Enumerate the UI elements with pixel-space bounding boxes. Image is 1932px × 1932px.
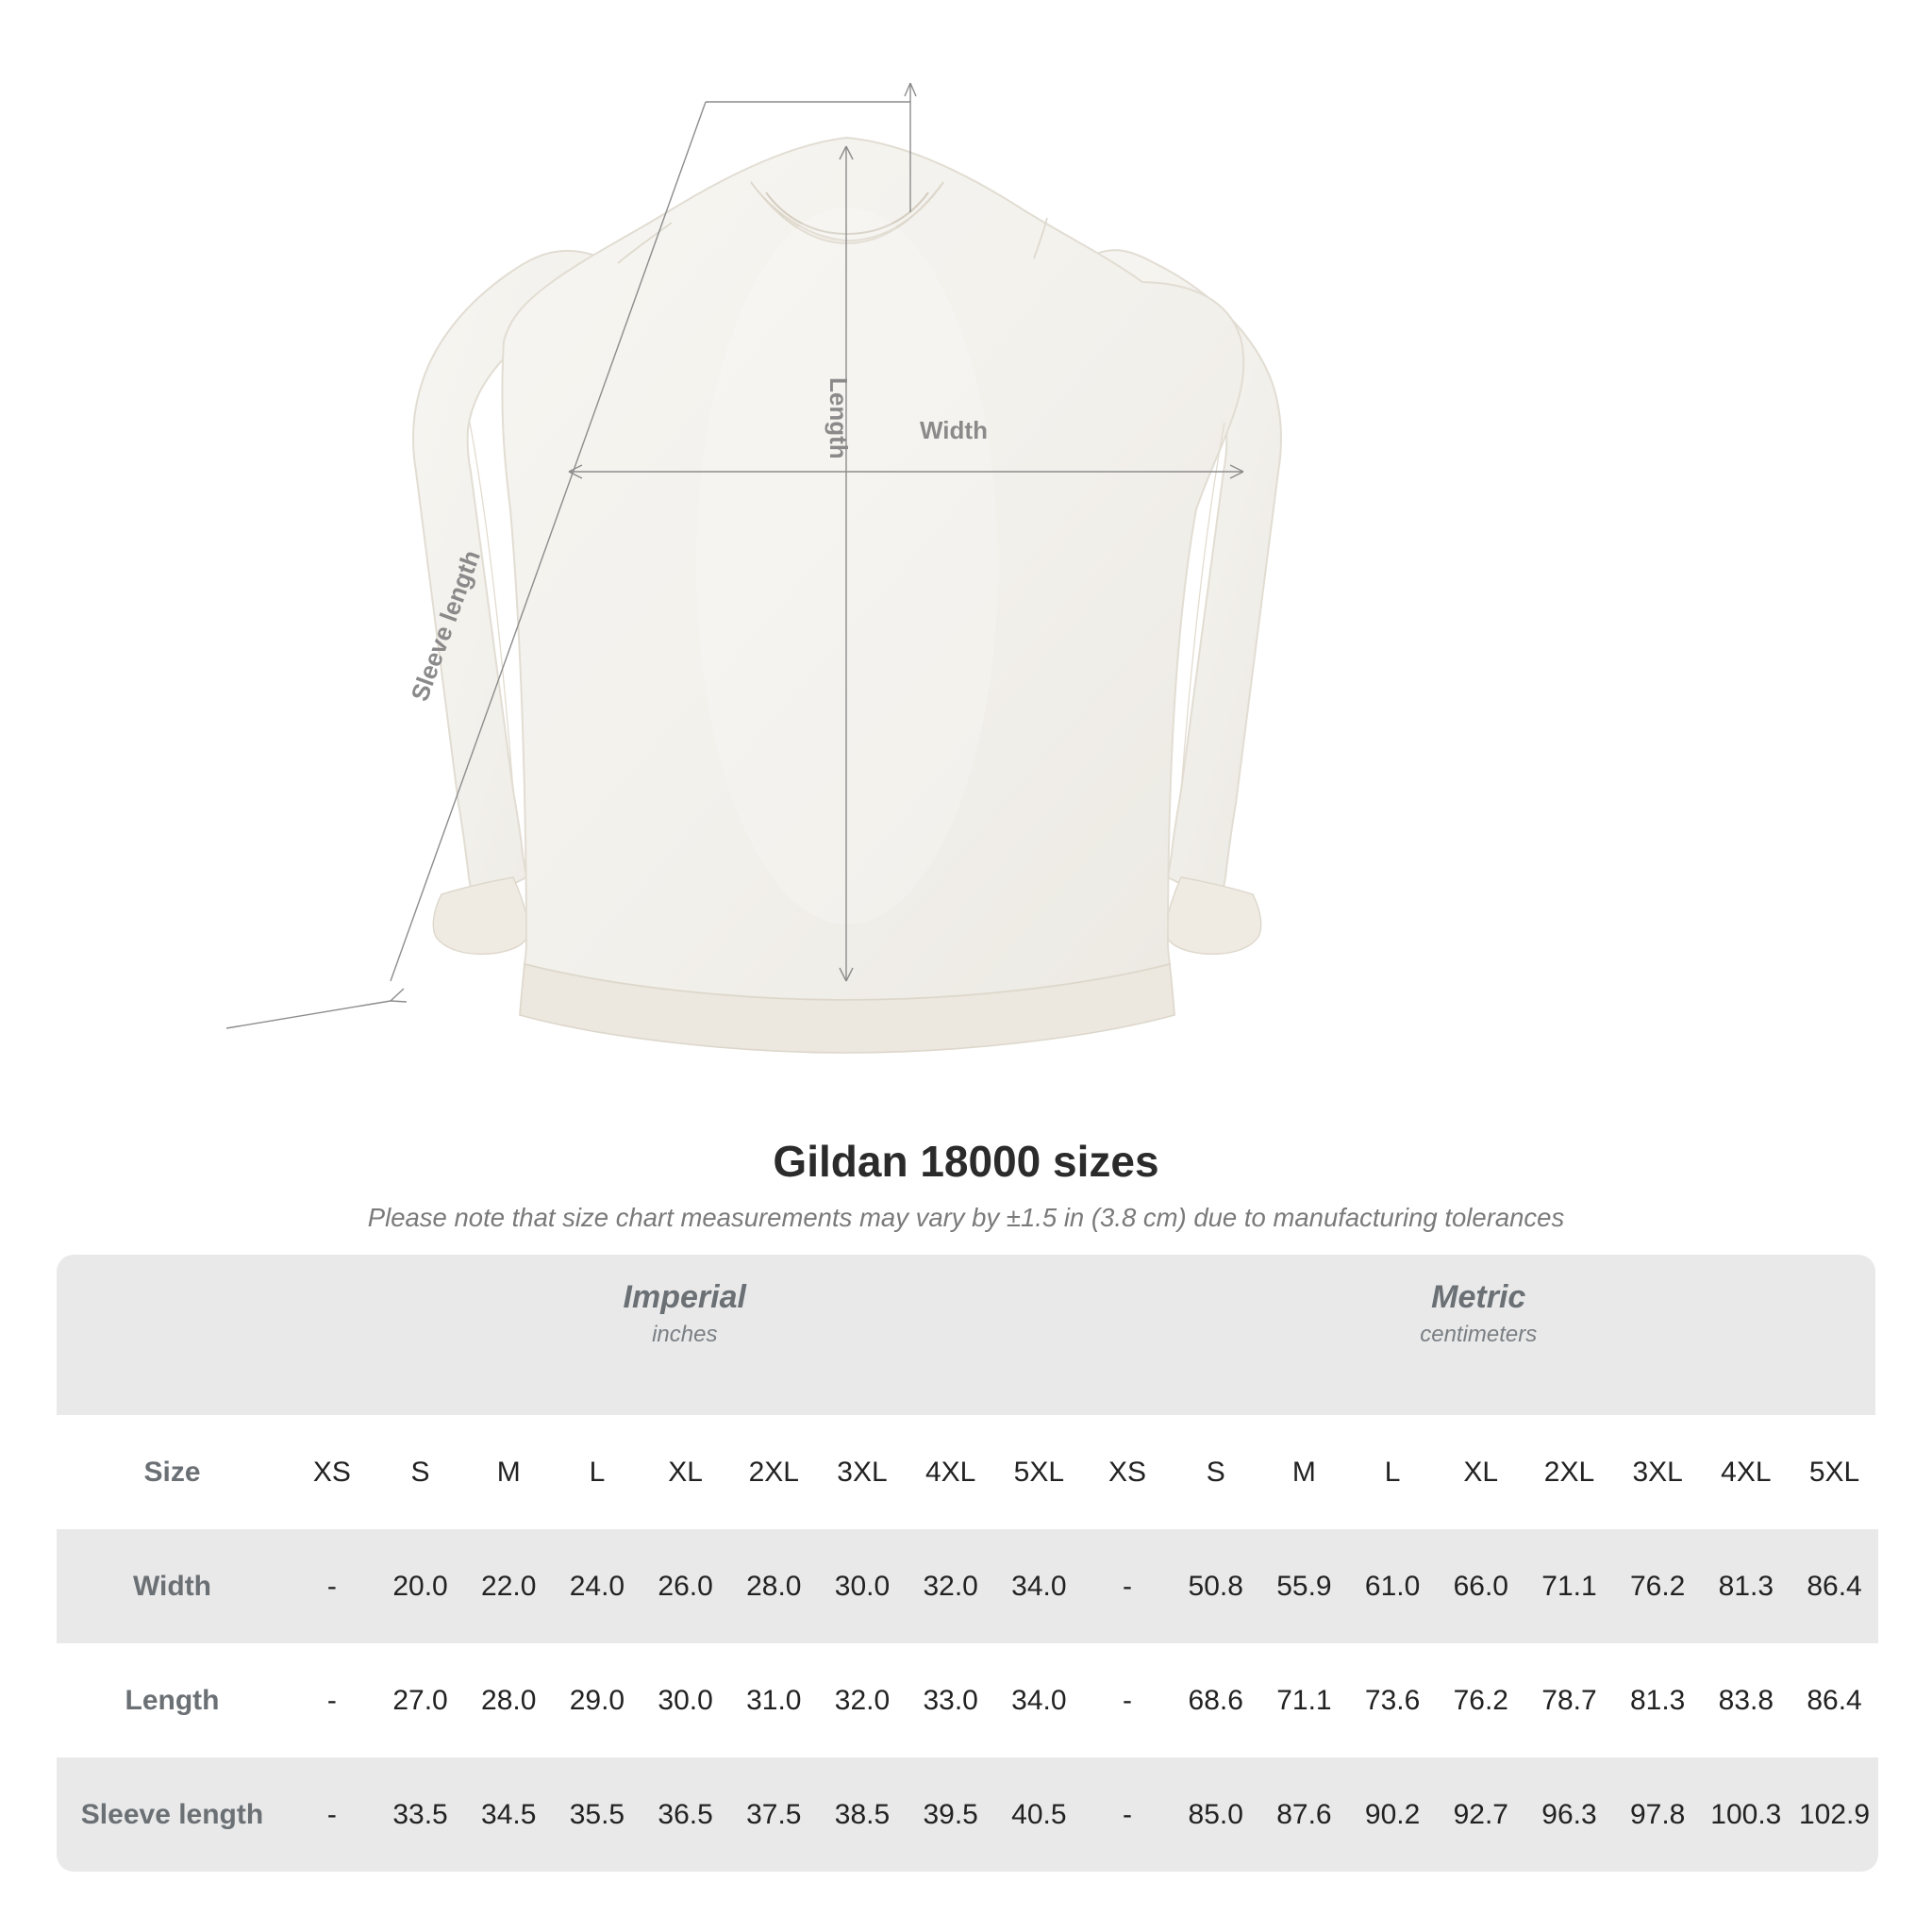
- svg-text:Length: Length: [824, 377, 853, 459]
- svg-text:Width: Width: [920, 416, 988, 444]
